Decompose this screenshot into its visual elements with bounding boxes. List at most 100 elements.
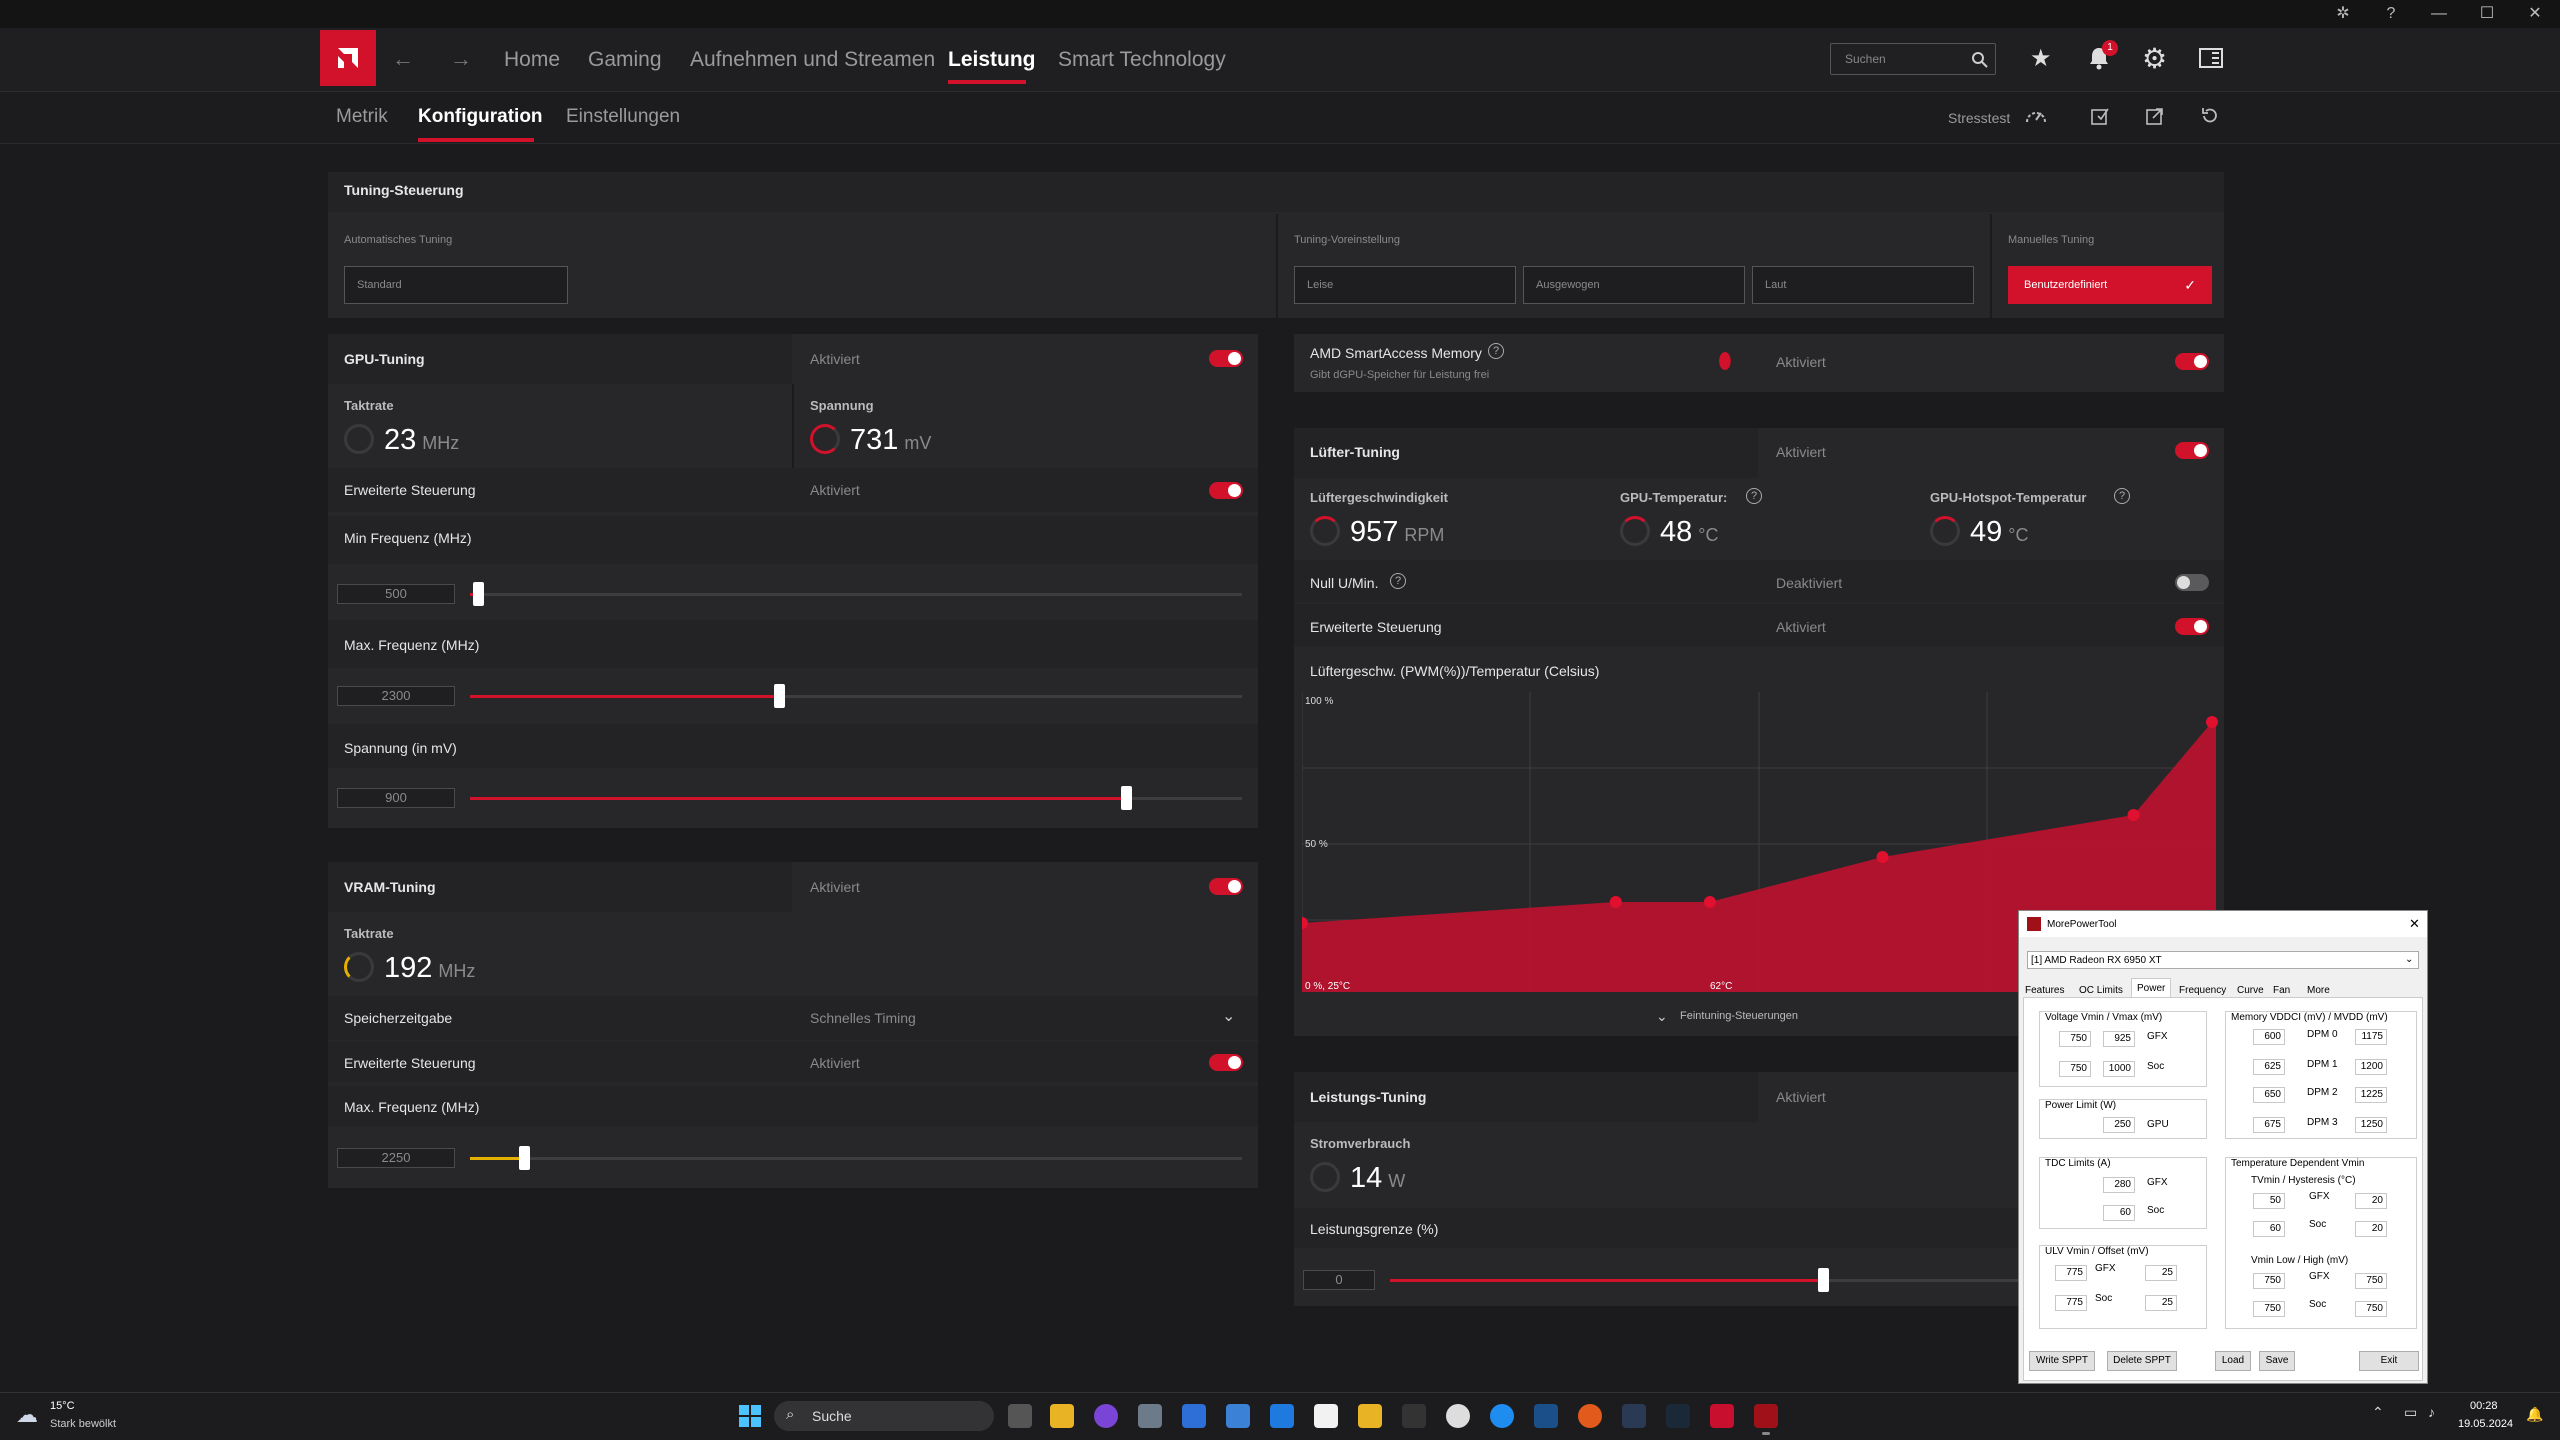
mpt-tv-soc-input[interactable]: 60 [2253,1221,2285,1237]
mpt-vgfx-min-input[interactable]: 750 [2059,1031,2091,1047]
mpt-ulv-soc-offset-input[interactable]: 25 [2145,1295,2177,1311]
mpt-vsoc-max-input[interactable]: 1000 [2103,1061,2135,1077]
mpt-vm-soc-high-input[interactable]: 750 [2355,1301,2387,1317]
mpt-tv-gfx-hyst-input[interactable]: 20 [2355,1193,2387,1209]
mpt-vsoc-min-input[interactable]: 750 [2059,1061,2091,1077]
mpt-ulv-gfx-input[interactable]: 775 [2055,1265,2087,1281]
power-limit-slider-thumb[interactable] [1818,1268,1829,1292]
notification-center-icon[interactable]: 🔔 [2526,1406,2544,1422]
mpt-write-sppt-button[interactable]: Write SPPT [2029,1351,2095,1371]
weather-cloud-icon[interactable]: ☁ [16,1402,38,1427]
mpt-dpm2-vddci-input[interactable]: 650 [2253,1087,2285,1103]
network-icon[interactable]: ▭ [2404,1404,2418,1420]
mpt-device-select[interactable] [2027,951,2419,969]
voltage-slider-thumb[interactable] [1121,786,1132,810]
sam-help-icon[interactable]: ? [1488,343,1504,359]
reset-icon[interactable] [2200,106,2220,126]
zero-rpm-help-icon[interactable]: ? [1390,573,1406,589]
sam-toggle[interactable] [2175,353,2209,370]
mpt-tab-oc-limits[interactable]: OC Limits [2079,985,2123,996]
gpu-temp-help-icon[interactable]: ? [1746,488,1762,504]
mpt-tv-soc-hyst-input[interactable]: 20 [2355,1221,2387,1237]
nav-gaming[interactable]: Gaming [588,48,662,71]
mail-icon[interactable] [1270,1404,1294,1428]
morepowertool-icon[interactable] [1754,1404,1778,1428]
mpt-ulv-gfx-offset-input[interactable]: 25 [2145,1265,2177,1281]
fan-curve-point-4[interactable] [2127,809,2140,821]
mpt-dpm0-mvdd-input[interactable]: 1175 [2355,1029,2387,1045]
finetune-toggle[interactable]: Feintuning-Steuerungen [1680,1010,1799,1022]
mpt-tab-power[interactable]: Power [2137,983,2166,994]
windows-start-icon[interactable] [738,1404,762,1428]
vram-advanced-toggle[interactable] [1209,1054,1243,1071]
app-icon[interactable] [1490,1404,1514,1428]
mpt-vm-soc-low-input[interactable]: 750 [2253,1301,2285,1317]
mpt-tab-more[interactable]: More [2307,985,2330,996]
mpt-dpm3-mvdd-input[interactable]: 1250 [2355,1117,2387,1133]
fan-curve-point-1[interactable] [1609,896,1622,908]
mpt-tdc-gfx-input[interactable]: 280 [2103,1177,2135,1193]
mpt-tdc-soc-input[interactable]: 60 [2103,1205,2135,1221]
mpt-load-button[interactable]: Load [2215,1351,2251,1371]
mpt-close-button[interactable]: ✕ [2409,916,2420,931]
chrome-icon[interactable] [1446,1404,1470,1428]
mpt-tab-fan[interactable]: Fan [2273,985,2291,996]
task-view-icon[interactable] [1008,1404,1032,1428]
max-freq-value[interactable]: 2300 [337,686,455,706]
tab-settings[interactable]: Einstellungen [566,106,681,127]
nav-home[interactable]: Home [504,48,561,71]
app-icon[interactable] [1358,1404,1382,1428]
minimize-button[interactable]: — [2431,5,2447,22]
mpt-dpm1-vddci-input[interactable]: 625 [2253,1059,2285,1075]
amd-software-icon[interactable] [1710,1404,1734,1428]
chevron-down-icon[interactable]: ⌄ [1222,1008,1236,1025]
mpt-tab-frequency[interactable]: Frequency [2179,985,2227,996]
mpt-vm-gfx-high-input[interactable]: 750 [2355,1273,2387,1289]
favorites-star-icon[interactable]: ★ [2030,45,2052,72]
amd-logo[interactable] [320,30,376,86]
mpt-power-gpu-input[interactable]: 250 [2103,1117,2135,1133]
vram-max-freq-value[interactable]: 2250 [337,1148,455,1168]
mpt-vm-gfx-low-input[interactable]: 750 [2253,1273,2285,1289]
mpt-vgfx-max-input[interactable]: 925 [2103,1031,2135,1047]
close-button[interactable]: ✕ [2528,5,2542,22]
back-arrow-icon[interactable]: ← [392,46,414,71]
sidebar-toggle-icon[interactable] [2199,48,2223,68]
stresstest-gauge-icon[interactable] [2024,104,2048,126]
gpu-advanced-toggle[interactable] [1209,482,1243,499]
tab-metrics[interactable]: Metrik [336,106,388,127]
forward-arrow-icon[interactable]: → [450,46,472,71]
max-freq-slider[interactable] [470,684,1242,708]
mpt-dpm1-mvdd-input[interactable]: 1200 [2355,1059,2387,1075]
settings-gear-icon[interactable]: ⚙ [2142,43,2168,74]
voltage-slider[interactable] [470,786,1242,810]
fan-advanced-toggle[interactable] [2175,618,2209,635]
min-freq-slider[interactable] [470,582,1242,606]
finetune-chevron-icon[interactable]: ⌄ [1656,1008,1668,1024]
max-freq-slider-thumb[interactable] [774,684,785,708]
app-icon[interactable] [1622,1404,1646,1428]
mpt-save-button[interactable]: Save [2259,1351,2295,1371]
taskbar-search[interactable] [774,1401,994,1431]
app-icon[interactable] [1578,1404,1602,1428]
volume-icon[interactable]: ♪ [2428,1404,2435,1420]
voltage-slider-value[interactable]: 900 [337,788,455,808]
mpt-ulv-soc-input[interactable]: 775 [2055,1295,2087,1311]
preset-balanced-option[interactable]: Ausgewogen [1523,266,1745,304]
steam-icon[interactable] [1534,1404,1558,1428]
zero-rpm-toggle[interactable] [2175,574,2209,591]
mpt-dpm2-mvdd-input[interactable]: 1225 [2355,1087,2387,1103]
mpt-dpm3-vddci-input[interactable]: 675 [2253,1117,2285,1133]
min-freq-value[interactable]: 500 [337,584,455,604]
tab-configuration[interactable]: Konfiguration [418,106,543,127]
memory-timing-dropdown[interactable]: Schnelles Timing [810,1010,916,1026]
nav-smart-technology[interactable]: Smart Technology [1058,48,1226,71]
nav-performance[interactable]: Leistung [948,48,1036,71]
firefox-icon[interactable] [1094,1404,1118,1428]
mpt-exit-button[interactable]: Exit [2359,1351,2419,1371]
bug-icon[interactable]: ✲ [2336,5,2350,22]
tray-chevron-up-icon[interactable]: ⌃ [2372,1404,2384,1420]
app-icon[interactable] [1226,1404,1250,1428]
preset-quiet-option[interactable]: Leise [1294,266,1516,304]
mpt-dpm0-vddci-input[interactable]: 600 [2253,1029,2285,1045]
